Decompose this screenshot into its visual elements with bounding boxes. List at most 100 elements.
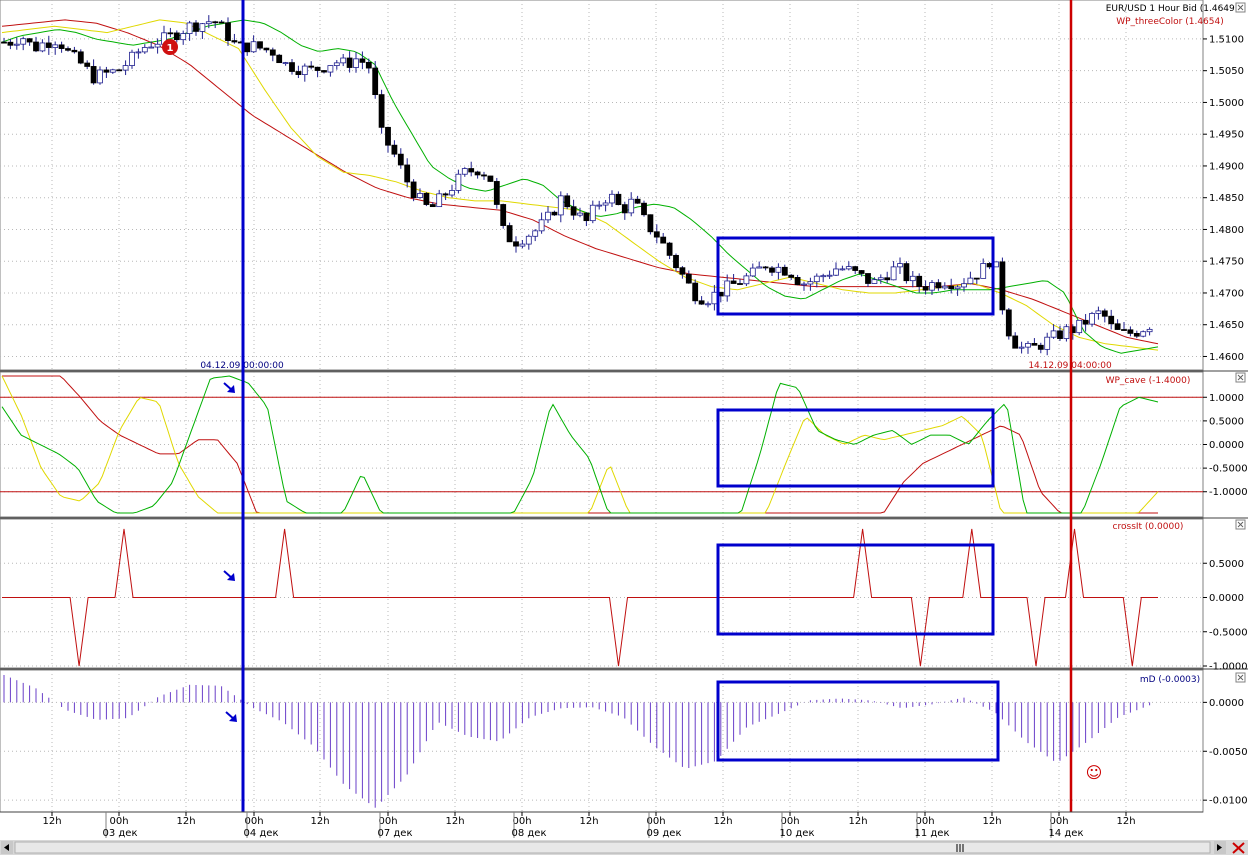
candle-body [135,51,142,54]
panel-frame-0 [0,0,1204,371]
close-icon[interactable] [1235,2,1246,13]
candle-body [762,266,769,269]
x-time-label: 00h [780,816,799,827]
candle-body [1044,336,1051,350]
scroll-right-icon[interactable] [1214,841,1226,854]
candle [436,189,443,208]
candle [423,192,430,207]
x-time-label: 12h [848,816,867,827]
candle-body [1101,310,1108,317]
candle-body [890,266,897,281]
candle-body [999,261,1006,311]
candle [365,58,372,74]
wp-cave-panel: WP_cave (-1.4000) [0,375,1203,514]
candle [353,51,359,73]
candle [1114,319,1121,330]
candle [551,210,558,216]
candle-body [404,164,411,183]
candle [397,148,404,169]
candle [173,30,180,43]
close-icon[interactable] [1235,372,1246,383]
candle-body [839,268,846,271]
candle [890,261,897,281]
close-icon[interactable] [1235,672,1246,683]
y-tick-label: 1.0000 [1209,393,1244,404]
candle-body [321,70,327,73]
candle-body [973,277,980,280]
candle [263,47,270,53]
candle-body [1121,329,1127,331]
candle-body [1063,326,1070,339]
x-time-label: 00h [244,816,263,827]
candle [871,277,878,284]
candle-body [13,43,20,46]
x-day-label: 08 дек [511,828,546,839]
scrollbar[interactable] [0,840,1248,855]
candle [481,171,487,180]
y-tick-label: 0.5000 [1209,416,1244,427]
candle-body [474,171,481,176]
y-axes: 1.5100 1.5050 1.5000 1.4950 1.4900 1.4850 1.48… [1203,34,1248,807]
y-tick-label: 1.4800 [1209,225,1244,236]
close-icon[interactable] [1235,519,1246,530]
candle-body [129,51,135,66]
candle [276,53,283,64]
candle [442,192,449,201]
candle-body [1012,335,1019,349]
candle [628,192,635,217]
candle-body [596,204,603,207]
candle-body [218,21,225,24]
candle-body [801,283,807,286]
candle [909,271,916,288]
y-tick-label: 1.4650 [1209,320,1244,331]
candle [225,17,231,46]
x-time-label: 12h [445,816,464,827]
candle-body [314,66,321,71]
candle-body [897,263,903,268]
candle [205,15,212,29]
candle-body [397,153,404,166]
scrollbar-thumb[interactable] [14,841,1211,854]
candle-body [250,41,257,53]
candle [378,89,385,134]
candle [58,41,65,53]
candle [762,265,769,271]
x-day-label: 07 дек [377,828,412,839]
candle-body [1025,343,1031,348]
candle [314,66,321,78]
x-time-label: 12h [176,816,195,827]
candle-body [1,41,7,44]
candle [231,33,238,44]
cross-legend: crossIt (0.0000) [1113,522,1184,532]
candle [45,35,52,55]
x-time-label: 12h [42,816,61,827]
candle-body [935,282,942,289]
candle [756,261,763,269]
crossit-panel: crossIt (0.0000) [2,522,1184,667]
candle [97,66,103,85]
candle [340,53,347,67]
y-tick-label: 1.4900 [1209,161,1244,172]
candle [1089,311,1095,327]
candle [698,296,705,305]
candle-body [1127,329,1134,334]
candle-body [97,69,103,84]
candle-body [737,283,743,285]
candle-body [1005,309,1012,337]
candle [877,274,884,284]
candle [103,66,110,78]
x-time-label: 12h [1116,816,1135,827]
blue-highlight-box [716,680,1000,762]
candle [468,161,475,177]
close-x [1237,674,1244,681]
candle [666,241,673,260]
close-chart-icon[interactable] [1232,842,1245,854]
candle-body [769,267,775,273]
candle [589,200,596,224]
candle [186,20,193,41]
candle-body [1133,333,1140,337]
scroll-left-icon[interactable] [1,841,13,854]
candle [852,265,859,274]
scroll-grip-icon [956,844,964,852]
candle-body [353,58,359,68]
